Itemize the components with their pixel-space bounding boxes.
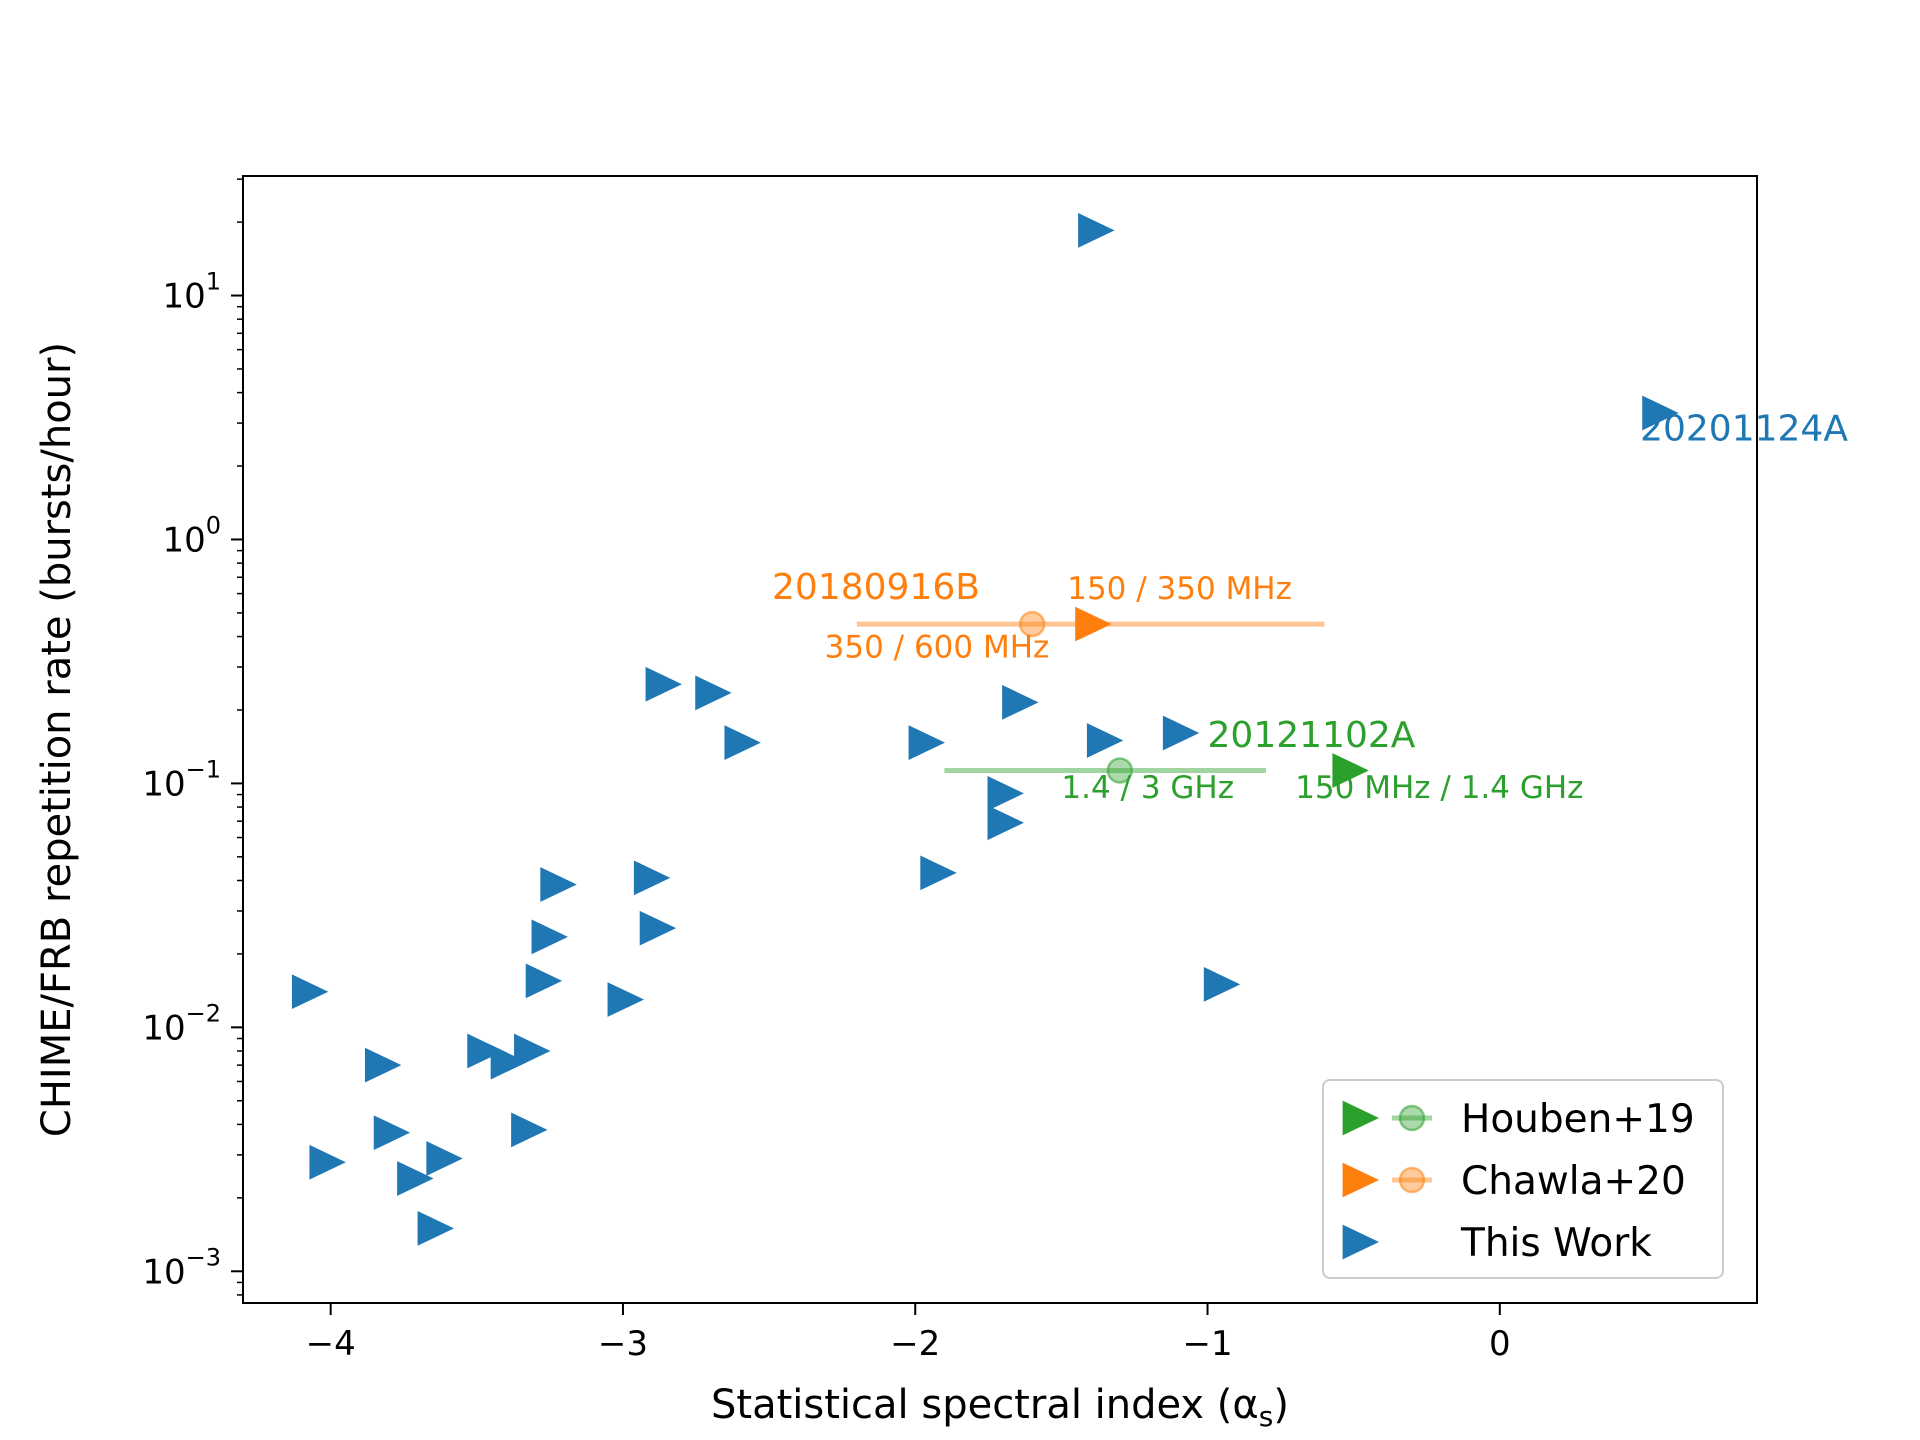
x-axis-label-subscript: s bbox=[1259, 1400, 1274, 1433]
point-this-work bbox=[397, 1161, 434, 1196]
annotation-frb-20121102a: 20121102A bbox=[1208, 715, 1416, 756]
point-this-work bbox=[373, 1115, 411, 1151]
legend-triangle bbox=[1342, 1224, 1379, 1260]
annotation-houben-band-high: 150 MHz / 1.4 GHz bbox=[1295, 770, 1583, 806]
legend-item-chawla: Chawla+20 bbox=[1342, 1159, 1686, 1204]
y-tick-exponent: −2 bbox=[186, 999, 221, 1027]
legend-triangle bbox=[1342, 1162, 1379, 1198]
y-tick-exponent: 0 bbox=[206, 511, 221, 539]
annotation-frb-20201124a: 20201124A bbox=[1640, 408, 1848, 449]
data-points bbox=[291, 212, 1679, 1246]
y-tick-exponent: −3 bbox=[186, 1243, 221, 1271]
annotation-houben-band-low: 1.4 / 3 GHz bbox=[1061, 770, 1234, 806]
point-this-work bbox=[291, 974, 329, 1010]
y-tick-exponent: 1 bbox=[206, 268, 221, 296]
x-axis-label-text: Statistical spectral index (α bbox=[711, 1382, 1259, 1428]
x-tick-label: −1 bbox=[1182, 1324, 1232, 1364]
legend-item-this-work: This Work bbox=[1342, 1221, 1652, 1266]
y-tick-base: 10 bbox=[142, 1252, 185, 1292]
point-this-work bbox=[1002, 684, 1039, 720]
legend-label: This Work bbox=[1460, 1221, 1652, 1266]
point-houben-19 bbox=[1332, 753, 1369, 788]
point-this-work bbox=[1078, 212, 1115, 248]
point-this-work bbox=[514, 1033, 551, 1069]
point-this-work bbox=[309, 1144, 346, 1180]
errorbar-center-chawla-20 bbox=[1018, 610, 1046, 638]
point-this-work bbox=[417, 1210, 454, 1246]
y-tick-label: 100 bbox=[162, 511, 221, 560]
point-this-work bbox=[511, 1112, 548, 1148]
point-this-work bbox=[724, 725, 761, 760]
point-this-work bbox=[1642, 395, 1679, 431]
legend-label: Houben+19 bbox=[1461, 1097, 1695, 1142]
y-tick-base: 10 bbox=[142, 1008, 185, 1048]
y-tick-label: 10−1 bbox=[142, 755, 221, 804]
point-this-work bbox=[920, 855, 957, 891]
annotation-chawla-band-low: 350 / 600 MHz bbox=[825, 630, 1050, 666]
point-this-work bbox=[639, 910, 677, 946]
point-this-work bbox=[695, 675, 732, 711]
x-tick-label: −3 bbox=[598, 1324, 648, 1364]
y-tick-exponent: −1 bbox=[186, 755, 221, 783]
point-this-work bbox=[1203, 967, 1241, 1002]
point-this-work bbox=[540, 867, 577, 902]
y-tick-label: 10−3 bbox=[142, 1243, 221, 1292]
x-tick-label: −4 bbox=[306, 1324, 356, 1364]
y-axis-label: CHIME/FRB repetition rate (bursts/hour) bbox=[34, 342, 80, 1137]
annotation-frb-20180916b: 20180916B bbox=[772, 567, 980, 608]
x-axis-label-close: ) bbox=[1273, 1382, 1289, 1428]
point-this-work bbox=[467, 1033, 504, 1069]
legend-box bbox=[1322, 1079, 1724, 1279]
legend-circle bbox=[1398, 1166, 1426, 1194]
point-this-work bbox=[525, 963, 563, 999]
legend-circle bbox=[1398, 1104, 1426, 1132]
point-this-work bbox=[426, 1141, 463, 1176]
y-tick-base: 10 bbox=[162, 277, 205, 317]
annotation-chawla-band-high: 150 / 350 MHz bbox=[1067, 571, 1292, 607]
point-this-work bbox=[1162, 715, 1200, 751]
plot-frame bbox=[242, 175, 1758, 1304]
point-this-work bbox=[1086, 723, 1124, 758]
y-tick-base: 10 bbox=[162, 520, 205, 560]
y-tick-label: 10−2 bbox=[142, 999, 221, 1048]
x-tick-label: −2 bbox=[890, 1324, 940, 1364]
legend-item-houben: Houben+19 bbox=[1342, 1097, 1695, 1142]
x-axis-label: Statistical spectral index (αs) bbox=[711, 1382, 1289, 1433]
y-tick-label: 101 bbox=[162, 268, 221, 317]
point-this-work bbox=[987, 776, 1024, 811]
point-this-work bbox=[633, 860, 671, 896]
legend: Houben+19 Chawla+20 This Work bbox=[1322, 1079, 1724, 1279]
annotations: 20201124A 20180916B 350 / 600 MHz 150 / 350… bbox=[772, 408, 1848, 806]
legend-label: Chawla+20 bbox=[1461, 1159, 1686, 1204]
x-tick-label: 0 bbox=[1489, 1324, 1511, 1364]
point-this-work bbox=[490, 1044, 528, 1080]
point-this-work bbox=[987, 805, 1024, 841]
errorbar-center-houben-19 bbox=[1106, 757, 1134, 784]
point-this-work bbox=[645, 666, 682, 702]
point-this-work bbox=[364, 1047, 402, 1083]
point-this-work bbox=[607, 982, 644, 1017]
y-tick-base: 10 bbox=[142, 764, 185, 804]
point-this-work bbox=[908, 725, 946, 760]
point-this-work bbox=[531, 919, 568, 955]
legend-triangle bbox=[1342, 1100, 1379, 1136]
point-chawla-20 bbox=[1075, 606, 1112, 642]
